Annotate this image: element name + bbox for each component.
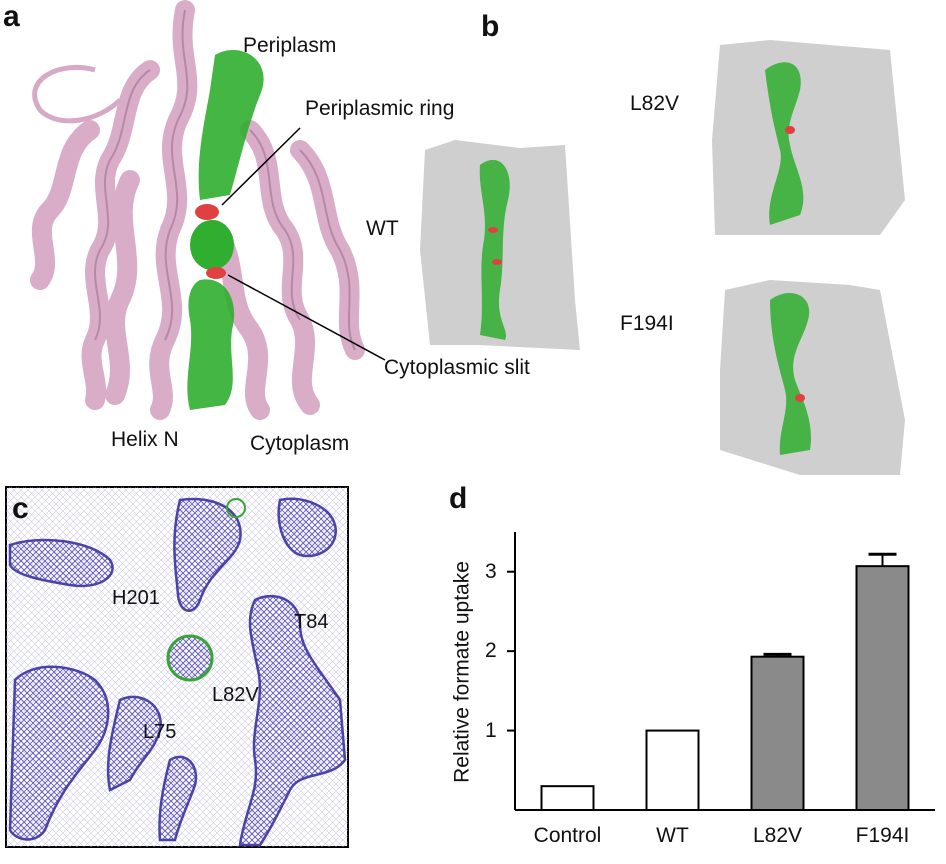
label-wt: WT bbox=[366, 217, 399, 240]
label-cytoplasm: Cytoplasm bbox=[250, 432, 350, 455]
label-h201: H201 bbox=[112, 587, 160, 609]
x-tick-label: Control bbox=[533, 824, 602, 847]
x-tick-label: F194I bbox=[855, 824, 910, 847]
panel-letter-a: a bbox=[3, 0, 20, 33]
y-axis-label: Relative formate uptake bbox=[450, 561, 474, 783]
bar-l82v bbox=[750, 655, 805, 812]
channel-cavity bbox=[187, 49, 264, 410]
x-tick-label: L82V bbox=[752, 824, 803, 847]
bar-control bbox=[540, 785, 595, 812]
label-periplasm: Periplasm bbox=[243, 34, 337, 57]
label-cytoplasmic-slit: Cytoplasmic slit bbox=[384, 356, 530, 379]
surface-l82v bbox=[712, 40, 905, 235]
panel-letter-b: b bbox=[481, 10, 500, 43]
y-tick-label: 3 bbox=[485, 559, 497, 583]
label-periplasmic-ring: Periplasmic ring bbox=[305, 97, 455, 120]
panel-letter-c: c bbox=[12, 492, 29, 525]
bar-f194i bbox=[855, 565, 910, 812]
label-helix-n: Helix N bbox=[111, 428, 179, 451]
label-l82v: L82V bbox=[630, 92, 680, 115]
y-tick-label: 1 bbox=[485, 718, 497, 742]
protein-ribbon-edges bbox=[94, 9, 356, 351]
surface-f194i bbox=[720, 280, 905, 475]
difference-density bbox=[166, 634, 214, 682]
x-tick-label: WT bbox=[656, 824, 689, 847]
cytoplasmic-slit-constriction bbox=[206, 267, 226, 279]
label-l82v-residue: L82V bbox=[212, 684, 259, 706]
periplasmic-ring-constriction bbox=[195, 204, 219, 220]
surface-wt bbox=[420, 140, 580, 350]
loop bbox=[32, 64, 122, 124]
label-f194i: F194I bbox=[620, 312, 674, 335]
label-t84: T84 bbox=[294, 611, 329, 633]
bar-wt bbox=[645, 729, 700, 811]
callout-line-ring bbox=[221, 127, 301, 206]
callout-line-slit bbox=[227, 274, 386, 361]
panel-letter-d: d bbox=[449, 482, 468, 515]
y-tick-label: 2 bbox=[485, 639, 497, 663]
label-l75: L75 bbox=[143, 721, 177, 743]
